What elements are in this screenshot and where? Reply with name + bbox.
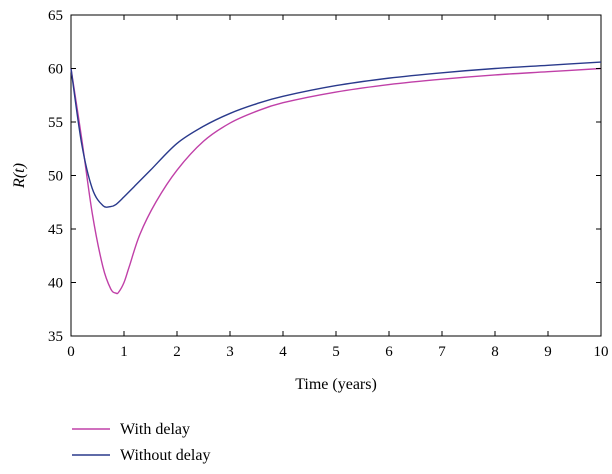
x-tick-label: 0 <box>67 344 75 360</box>
legend: With delay Without delay <box>72 421 210 464</box>
legend-label-with-delay: With delay <box>120 421 190 438</box>
y-tick-label: 50 <box>48 169 63 185</box>
plot-frame <box>70 14 602 337</box>
x-tick-label: 3 <box>226 344 234 360</box>
x-tick-label: 7 <box>438 344 446 360</box>
y-tick-label: 65 <box>48 8 63 24</box>
y-axis-ticks: 35 40 45 50 55 60 65 <box>48 8 601 345</box>
series-layer <box>70 61 602 295</box>
x-axis-ticks: 0 1 2 3 4 5 6 7 8 9 10 <box>67 15 609 360</box>
x-tick-label: 10 <box>594 344 609 360</box>
legend-entry-without-delay: Without delay <box>72 447 210 464</box>
x-axis-label: Time (years) <box>295 376 377 393</box>
y-tick-label: 55 <box>48 115 63 131</box>
x-tick-label: 4 <box>279 344 287 360</box>
x-tick-label: 1 <box>120 344 128 360</box>
x-tick-label: 9 <box>544 344 552 360</box>
x-tick-label: 5 <box>332 344 340 360</box>
y-tick-label: 60 <box>48 62 63 78</box>
y-tick-label: 40 <box>48 276 63 292</box>
y-tick-label: 35 <box>48 329 63 345</box>
x-tick-label: 2 <box>173 344 181 360</box>
y-axis-label: R(t) <box>11 163 28 189</box>
legend-label-without-delay: Without delay <box>120 447 210 464</box>
series-line-with-delay <box>70 67 602 295</box>
legend-entry-with-delay: With delay <box>72 421 190 438</box>
y-tick-label: 45 <box>48 222 63 238</box>
series-line-without-delay <box>70 61 602 208</box>
x-tick-label: 8 <box>491 344 499 360</box>
x-tick-label: 6 <box>385 344 393 360</box>
